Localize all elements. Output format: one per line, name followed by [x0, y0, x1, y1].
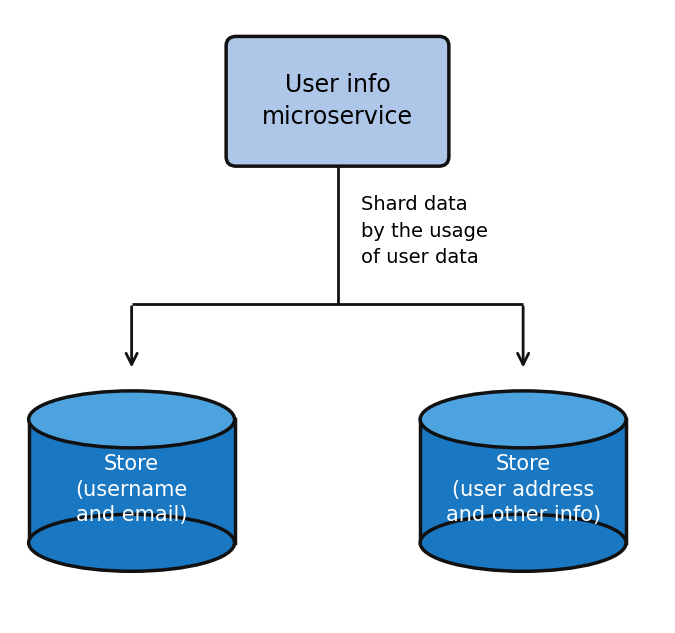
Ellipse shape [420, 391, 626, 448]
Ellipse shape [28, 391, 235, 448]
Ellipse shape [420, 514, 626, 572]
Bar [420, 420, 626, 543]
Ellipse shape [28, 391, 235, 448]
Text: Store
(username
and email): Store (username and email) [76, 454, 188, 525]
Ellipse shape [420, 391, 626, 448]
Text: User info
microservice: User info microservice [262, 73, 413, 129]
FancyBboxPatch shape [226, 37, 449, 166]
Text: Store
(user address
and other info): Store (user address and other info) [446, 454, 601, 525]
Bar [29, 420, 235, 543]
Ellipse shape [28, 514, 235, 572]
Text: Shard data
by the usage
of user data: Shard data by the usage of user data [361, 195, 488, 267]
